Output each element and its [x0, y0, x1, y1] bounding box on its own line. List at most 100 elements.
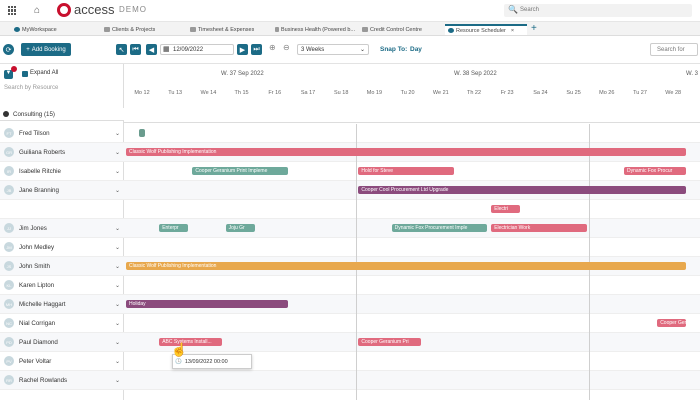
booking-bar[interactable]: ABC Systems Install...	[159, 338, 222, 346]
avatar: GR	[4, 147, 14, 157]
schedule-row[interactable]	[124, 162, 700, 181]
booking-bar[interactable]: Cooper Cool Procurement Ltd Upgrade	[358, 186, 687, 194]
tab-myworkspace[interactable]: MyWorkspace	[14, 24, 57, 35]
avatar: JB	[4, 185, 14, 195]
booking-bar[interactable]: Cooper Geranium	[657, 319, 687, 327]
day-header: Th 15	[234, 90, 249, 96]
resource-search-input[interactable]: Search by Resource	[4, 85, 59, 91]
booking-bar[interactable]: Electri	[491, 205, 521, 213]
resource-row[interactable]: NC Nial Corrigan ⌄	[0, 314, 124, 333]
chevron-down-icon[interactable]: ⌄	[114, 377, 120, 384]
expand-all-checkbox[interactable]	[22, 71, 28, 77]
schedule-row[interactable]	[124, 200, 700, 219]
chevron-down-icon[interactable]: ⌄	[114, 187, 120, 194]
tab-resource-scheduler[interactable]: Resource Scheduler ×	[445, 24, 527, 35]
booking-bar[interactable]: Classic Wolf Publishing Implementation	[126, 148, 687, 156]
refresh-icon[interactable]: ⟳	[3, 44, 14, 55]
tab-business-health[interactable]: Business Health (Powered b...	[275, 24, 355, 35]
zoom-out-icon[interactable]: ⊖	[283, 43, 290, 52]
global-search[interactable]: 🔍 Search	[504, 4, 692, 17]
group-header[interactable]: Consulting (15)	[0, 108, 124, 121]
hand-cursor-icon: ☝	[171, 342, 188, 357]
booking-bar[interactable]: Joju Gr	[225, 224, 255, 232]
calendar-icon: ▦	[163, 46, 170, 53]
booking-bar[interactable]: Dynamic Fox Procur	[624, 167, 687, 175]
chevron-down-icon[interactable]: ⌄	[114, 244, 120, 251]
resource-name: Michelle Haggart	[19, 300, 66, 308]
chevron-down-icon[interactable]: ⌄	[114, 301, 120, 308]
resource-row[interactable]	[0, 200, 124, 219]
last-page-icon[interactable]: ⏭	[251, 44, 262, 55]
day-header: Mo 12	[134, 90, 150, 96]
booking-bar[interactable]: Electrician Work	[491, 224, 587, 232]
resource-row[interactable]: KL Karen Lipton ⌄	[0, 276, 124, 295]
schedule-row[interactable]	[124, 124, 700, 143]
booking-bar[interactable]	[139, 129, 146, 137]
booking-bar[interactable]: Classic Wolf Publishing Implementation	[126, 262, 687, 270]
logo-text: access	[74, 2, 115, 17]
home-icon[interactable]: ⌂	[34, 5, 41, 16]
chevron-down-icon[interactable]: ⌄	[114, 225, 120, 232]
avatar: KL	[4, 280, 14, 290]
booking-bar[interactable]: Cooper Geranium Pri	[358, 338, 421, 346]
resource-row[interactable]: FT Fred Tilson ⌄	[0, 124, 124, 143]
previous-icon[interactable]: ◀	[146, 44, 157, 55]
chevron-down-icon[interactable]: ⌄	[114, 149, 120, 156]
filter-icon[interactable]: ▼	[4, 70, 13, 79]
tab-credit-control[interactable]: Credit Control Centre	[362, 24, 422, 35]
schedule-row[interactable]	[124, 295, 700, 314]
zoom-in-icon[interactable]: ⊕	[269, 43, 276, 52]
add-booking-button[interactable]: + Add Booking	[21, 43, 71, 56]
resource-row[interactable]: GR Guiliana Roberts ⌄	[0, 143, 124, 162]
avatar: JJ	[4, 223, 14, 233]
booking-bar[interactable]: Holiday	[126, 300, 288, 308]
snap-value[interactable]: Day	[410, 46, 422, 53]
resource-row[interactable]: JJ Jim Jones ⌄	[0, 219, 124, 238]
week-header: W. 38 Sep 2022	[454, 71, 497, 77]
pointer-icon[interactable]: ↖	[116, 44, 127, 55]
scheduler-search[interactable]: Search for	[650, 43, 698, 56]
apps-grid-icon[interactable]	[8, 6, 17, 15]
chevron-down-icon[interactable]: ⌄	[114, 263, 120, 270]
add-tab-icon[interactable]: +	[531, 23, 537, 34]
snap-label: Snap To:	[380, 46, 408, 53]
date-tooltip: 🕒 13/09/2022 00:00	[172, 354, 252, 369]
chevron-down-icon[interactable]: ⌄	[114, 282, 120, 289]
chevron-down-icon[interactable]: ⌄	[114, 168, 120, 175]
resource-row[interactable]: PD Paul Diamond ⌄	[0, 333, 124, 352]
tab-clients-projects[interactable]: Clients & Projects	[104, 24, 155, 35]
chevron-down-icon[interactable]: ⌄	[114, 339, 120, 346]
resource-row[interactable]: MH Michelle Haggart ⌄	[0, 295, 124, 314]
day-header: Mo 19	[366, 90, 383, 96]
schedule-row[interactable]	[124, 371, 700, 390]
booking-bar[interactable]: Cooper Geranium Print Impleme	[192, 167, 288, 175]
chevron-down-icon[interactable]: ⌄	[114, 320, 120, 327]
first-page-icon[interactable]: ⏮	[130, 44, 141, 55]
resource-row[interactable]: JS John Smith ⌄	[0, 257, 124, 276]
resource-row[interactable]: IR Isabelle Ritchie ⌄	[0, 162, 124, 181]
schedule-row[interactable]	[124, 352, 700, 371]
range-select[interactable]: 3 Weeks ⌄	[297, 44, 369, 55]
chevron-down-icon[interactable]: ⌄	[114, 358, 120, 365]
day-header: Fr 16	[268, 90, 282, 96]
booking-bar[interactable]: Dynamic Fox Procurement Imple	[391, 224, 488, 232]
resource-row[interactable]: PV Peter Voltar ⌄	[0, 352, 124, 371]
schedule-row[interactable]	[124, 276, 700, 295]
day-header: Tu 20	[400, 90, 415, 96]
schedule-row[interactable]	[124, 238, 700, 257]
chevron-down-icon[interactable]: ⌄	[114, 130, 120, 137]
resource-name: John Medley	[19, 243, 55, 251]
date-input[interactable]: ▦ 12/09/2022	[160, 44, 234, 55]
resource-row[interactable]: JB Jane Branning ⌄	[0, 181, 124, 200]
resource-name: Guiliana Roberts	[19, 148, 66, 156]
resource-row[interactable]: RR Rachel Rowlands ⌄	[0, 371, 124, 390]
schedule-row[interactable]	[124, 314, 700, 333]
day-header: Tu 27	[633, 90, 647, 96]
resource-name: Jane Branning	[19, 186, 59, 194]
next-icon[interactable]: ▶	[237, 44, 248, 55]
booking-bar[interactable]: Enterpr	[159, 224, 189, 232]
booking-bar[interactable]: Hold for Steve	[358, 167, 454, 175]
tab-timesheet[interactable]: Timesheet & Expenses	[190, 24, 254, 35]
clock-icon: 🕒	[175, 358, 182, 365]
resource-row[interactable]: JM John Medley ⌄	[0, 238, 124, 257]
